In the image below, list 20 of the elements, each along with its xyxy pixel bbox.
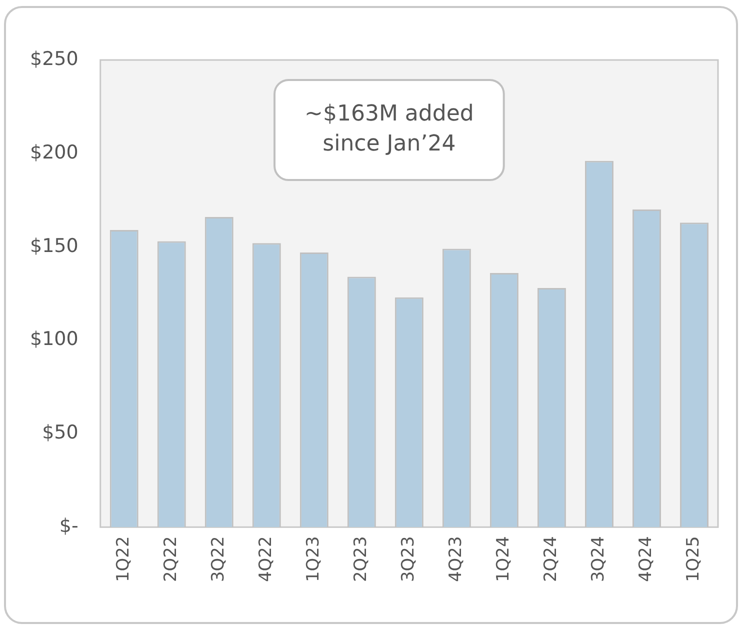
x-tick-label: 2Q24 (541, 536, 562, 582)
x-tick-label: 3Q24 (588, 536, 609, 582)
x-tick-label: 1Q23 (304, 536, 324, 582)
y-tick-label: $50 (42, 422, 78, 444)
annotation: ~$163M added since Jan’24 (304, 102, 474, 157)
y-tick-label: $250 (30, 48, 78, 70)
y-tick-label: $- (59, 515, 78, 538)
x-tick-label: 2Q22 (161, 536, 182, 582)
x-tick-label: 1Q24 (494, 536, 514, 582)
x-tick-label: 4Q23 (446, 536, 466, 582)
x-tick-label: 1Q25 (684, 536, 704, 582)
y-tick-label: $200 (30, 141, 78, 164)
x-tick-label: 3Q22 (208, 536, 229, 582)
x-tick-label: 4Q22 (256, 536, 276, 582)
x-tick-label: 4Q24 (636, 536, 656, 582)
y-tick-label: $100 (30, 328, 78, 350)
x-tick-label: 1Q22 (114, 536, 134, 582)
x-tick-label: 2Q23 (351, 536, 372, 582)
y-tick-label: $150 (30, 234, 78, 257)
x-tick-label: 3Q23 (398, 536, 419, 582)
